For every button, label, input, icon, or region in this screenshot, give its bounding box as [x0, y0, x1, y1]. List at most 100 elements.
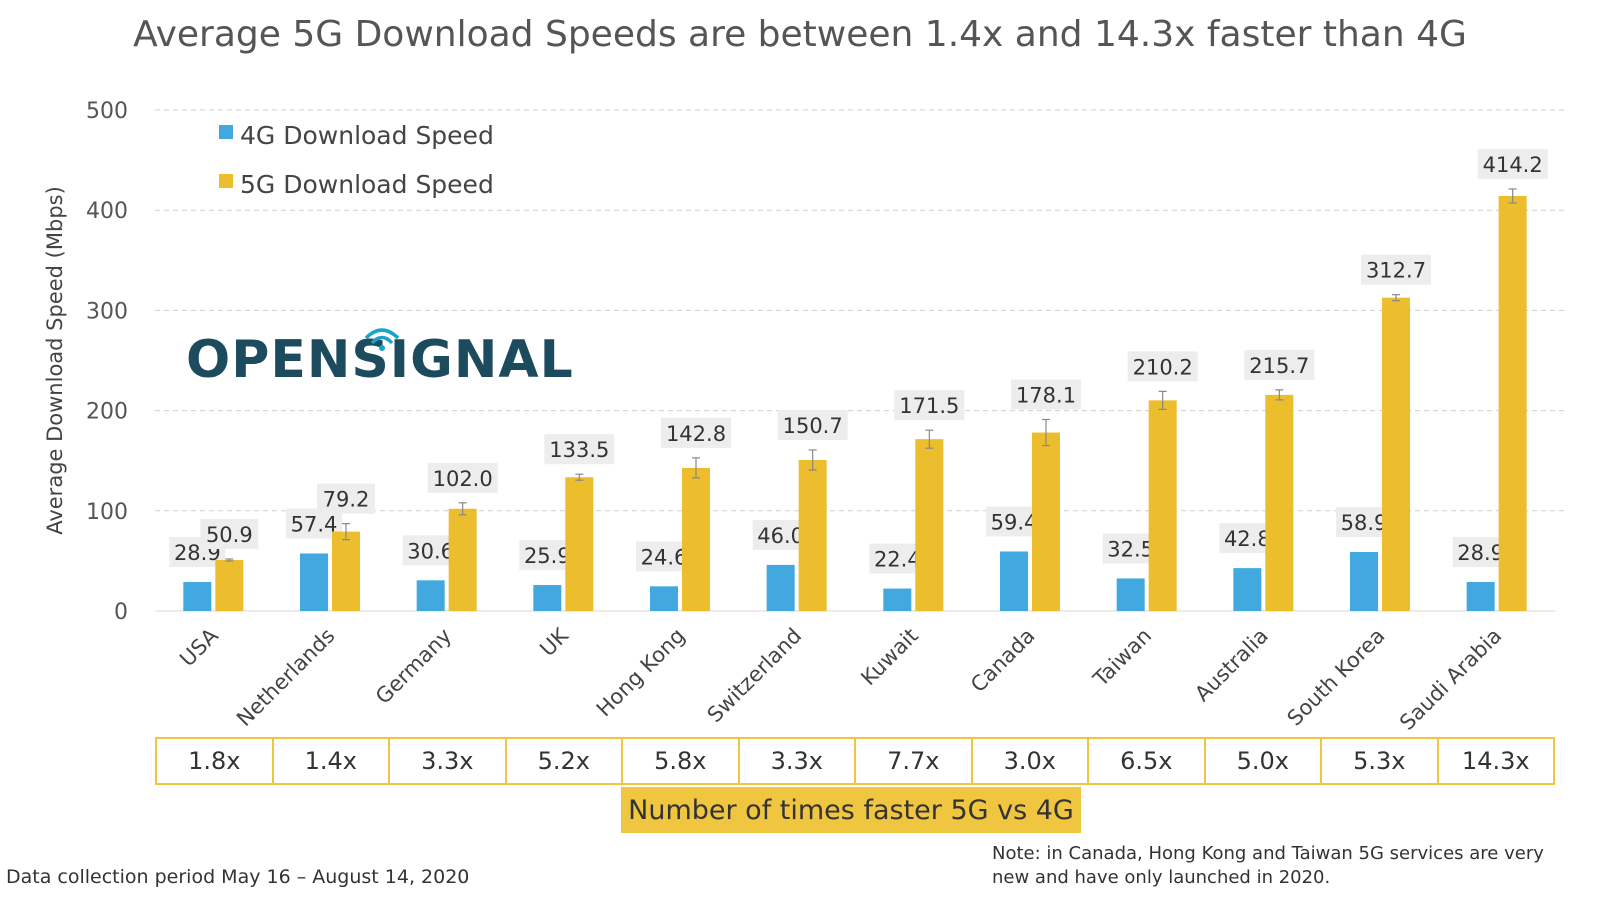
data-label-bg: [1127, 351, 1198, 382]
category-label: Hong Kong: [592, 624, 690, 722]
category-label: Germany: [371, 624, 456, 709]
bar-chart: 0 100 200 300 400 500 Average Download Speed (…: [43, 99, 1565, 735]
logo-text: OPENSIGNAL: [186, 330, 574, 390]
data-label-5g: 79.2: [323, 488, 370, 512]
bar-4g: [1233, 568, 1262, 611]
chart-title: Average 5G Download Speeds are between 1…: [133, 14, 1467, 55]
factor-cell: 5.3x: [1322, 739, 1439, 783]
legend-label: 4G Download Speed: [240, 121, 494, 150]
data-collection-note: Data collection period May 16 – August 1…: [6, 866, 470, 888]
factor-cell: 3.3x: [740, 739, 856, 783]
data-label-5g: 178.1: [1016, 384, 1076, 408]
data-label-bg: [777, 409, 848, 440]
data-label-4g: 32.5: [1107, 537, 1154, 561]
category-label: Netherlands: [232, 624, 339, 731]
data-label-4g: 46.0: [757, 524, 804, 548]
factor-cell: 5.2x: [507, 739, 623, 783]
category-label: Australia: [1190, 624, 1273, 707]
data-label-bg: [894, 390, 965, 421]
factor-cell: 5.0x: [1206, 739, 1322, 783]
bar-4g: [1116, 578, 1145, 611]
y-tick-label: 500: [86, 99, 128, 124]
factor-caption: Number of times faster 5G vs 4G: [621, 787, 1081, 833]
bar-4g: [1466, 582, 1495, 611]
bar-4g: [533, 585, 562, 611]
bar-5g: [332, 531, 360, 611]
bar-5g: [1265, 394, 1294, 611]
data-label-4g: 58.9: [1341, 511, 1388, 535]
bar-5g: [915, 439, 944, 611]
y-tick-label: 400: [86, 199, 128, 224]
data-label-5g: 414.2: [1483, 153, 1543, 177]
factor-cell: 5.8x: [623, 739, 740, 783]
y-tick-label: 100: [86, 500, 128, 525]
data-label-4g: 59.4: [991, 510, 1038, 534]
data-label-5g: 171.5: [899, 394, 959, 418]
factor-cell: 1.8x: [157, 739, 274, 783]
data-label-4g: 24.6: [641, 545, 688, 569]
data-label-bg: [1244, 349, 1315, 380]
data-label-5g: 215.7: [1249, 354, 1309, 378]
data-label-bg: [427, 462, 498, 493]
bar-5g: [1382, 297, 1410, 611]
wifi-icon: [364, 328, 400, 351]
category-label: Saudi Arabia: [1395, 624, 1506, 735]
bar-4g: [1000, 551, 1028, 611]
legend-swatch: [219, 174, 233, 188]
factor-cell: 7.7x: [856, 739, 973, 783]
category-label: USA: [175, 623, 223, 671]
bar-4g: [766, 564, 795, 611]
data-label-5g: 142.8: [666, 422, 726, 446]
data-label-4g: 42.8: [1224, 527, 1271, 551]
bar-5g: [682, 467, 710, 611]
factor-cell: 6.5x: [1089, 739, 1206, 783]
bar-4g: [183, 582, 212, 611]
factor-cell: 3.0x: [973, 739, 1089, 783]
y-tick-label: 200: [86, 400, 128, 425]
factor-cell: 3.3x: [390, 739, 507, 783]
bar-4g: [883, 588, 912, 611]
data-label-bg: [317, 483, 375, 514]
legend-swatch: [219, 125, 233, 139]
data-label-bg: [661, 417, 731, 448]
data-label-bg: [1361, 254, 1431, 285]
data-label-4g: 25.9: [524, 544, 571, 568]
factor-cell: 14.3x: [1461, 747, 1530, 775]
y-tick-label: 0: [114, 600, 128, 625]
factor-cell: 1.4x: [274, 739, 390, 783]
bar-4g: [1350, 551, 1378, 611]
data-label-bg: [1477, 148, 1548, 179]
category-label: Canada: [966, 624, 1039, 697]
legend-label: 5G Download Speed: [240, 170, 494, 199]
bar-5g: [1498, 195, 1527, 611]
category-label: Kuwait: [856, 624, 923, 691]
bar-4g: [650, 586, 678, 611]
data-label-bg: [544, 434, 615, 465]
category-label: Switzerland: [703, 624, 807, 728]
bar-5g: [215, 559, 244, 611]
data-label-4g: 28.9: [1457, 541, 1504, 565]
bar-4g: [416, 580, 445, 611]
category-label: Taiwan: [1088, 624, 1156, 692]
y-axis-label: Average Download Speed (Mbps): [43, 186, 67, 535]
data-label-4g: 22.4: [874, 548, 921, 572]
data-label-bg: [1011, 379, 1081, 410]
launch-note: Note: in Canada, Hong Kong and Taiwan 5G…: [992, 843, 1544, 888]
bar-4g: [300, 553, 328, 611]
bar-5g: [1148, 400, 1177, 611]
data-label-5g: 312.7: [1366, 259, 1426, 283]
bar-5g: [448, 508, 477, 611]
data-label-5g: 50.9: [206, 523, 253, 547]
data-label-5g: 150.7: [783, 414, 843, 438]
data-label-5g: 102.0: [433, 467, 493, 491]
bar-5g: [565, 477, 594, 611]
bar-5g: [798, 459, 827, 611]
bar-5g: [1032, 432, 1060, 611]
data-label-bg: [200, 518, 259, 549]
category-label: UK: [535, 623, 573, 661]
opensignal-logo: OPENSIGNAL: [186, 328, 574, 390]
data-label-4g: 57.4: [291, 512, 338, 536]
data-label-5g: 133.5: [549, 438, 609, 462]
category-label: South Korea: [1283, 624, 1390, 731]
data-label-4g: 30.6: [407, 539, 454, 563]
